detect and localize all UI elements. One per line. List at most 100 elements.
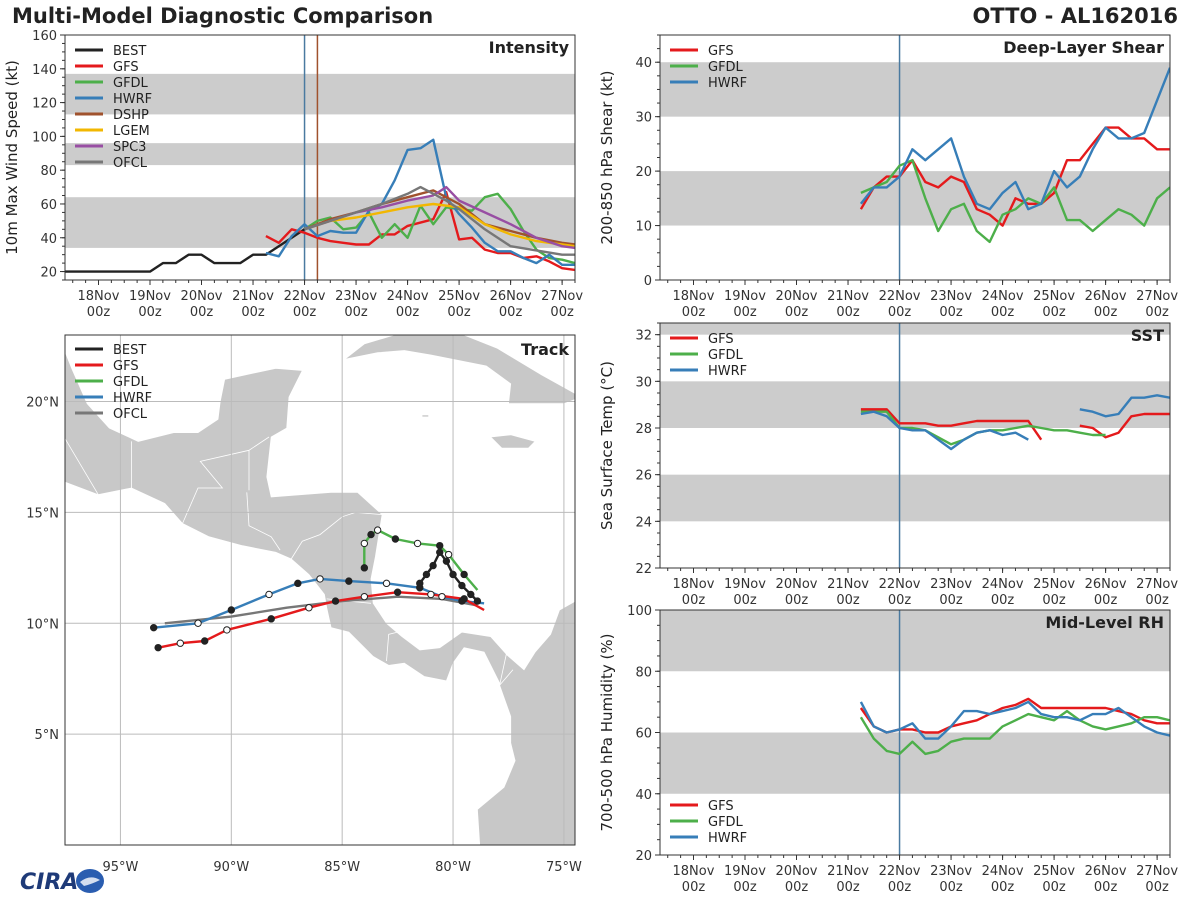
series-gfs-line xyxy=(859,126,1170,227)
y-tick-label: 120 xyxy=(32,97,57,112)
x-tick-day: 20Nov xyxy=(776,289,818,304)
country-border xyxy=(290,511,383,560)
track-gfdl-point xyxy=(373,526,382,534)
y-tick-label: 32 xyxy=(635,329,652,344)
track-best-point xyxy=(467,590,475,599)
x-tick-day: 22Nov xyxy=(879,577,921,592)
track-hwrf-point xyxy=(149,623,158,632)
track-gfs-point xyxy=(200,637,209,645)
x-tick-hour: 00z xyxy=(991,880,1015,895)
x-tick-day: 19Nov xyxy=(724,289,766,304)
legend-label-hwrf: HWRF xyxy=(708,831,747,846)
x-tick-hour: 00z xyxy=(991,305,1015,320)
chart-intensity: 2040608010012014016018Nov00z19Nov00z20No… xyxy=(3,29,583,320)
x-tick-day: 18Nov xyxy=(673,289,715,304)
page-title: Multi-Model Diagnostic Comparison xyxy=(12,4,434,28)
series-gfdl-line xyxy=(859,709,1170,756)
x-tick-hour: 00z xyxy=(939,880,963,895)
legend-label-dshp: DSHP xyxy=(113,108,149,123)
legend-label-gfdl: GFDL xyxy=(708,348,744,363)
legend-label-gfdl: GFDL xyxy=(708,60,744,75)
track-gfdl-point xyxy=(460,570,468,579)
x-tick-hour: 00z xyxy=(733,305,757,320)
x-tick-day: 27Nov xyxy=(1136,289,1178,304)
x-tick-hour: 00z xyxy=(836,880,860,895)
shaded-band xyxy=(660,732,1170,794)
longitude-label: 85°W xyxy=(324,860,360,875)
legend-label-gfs: GFS xyxy=(113,359,139,374)
x-tick-hour: 00z xyxy=(785,305,809,320)
x-tick-hour: 00z xyxy=(836,305,860,320)
latitude-label: 5°N xyxy=(35,728,60,743)
track-gfs-point xyxy=(176,639,185,647)
x-tick-day: 18Nov xyxy=(673,864,715,879)
track-gfdl-point xyxy=(360,539,369,548)
series-best-line xyxy=(65,228,306,273)
track-gfs-point xyxy=(305,604,313,612)
x-tick-day: 22Nov xyxy=(284,289,326,304)
x-tick-hour: 00z xyxy=(939,593,963,608)
x-tick-day: 19Nov xyxy=(724,864,766,879)
track-hwrf-point xyxy=(416,584,424,592)
x-tick-day: 25Nov xyxy=(438,289,480,304)
legend-label-gfdl: GFDL xyxy=(113,375,149,390)
track-ofcl-line xyxy=(164,595,478,625)
x-tick-hour: 00z xyxy=(190,305,214,320)
country-border xyxy=(499,669,514,686)
track-best-point xyxy=(422,570,431,579)
x-tick-day: 23Nov xyxy=(930,289,972,304)
storm-title: OTTO - AL162016 xyxy=(972,4,1178,28)
track-hwrf-point xyxy=(227,606,236,614)
track-best-point xyxy=(442,557,451,565)
x-tick-hour: 00z xyxy=(733,593,757,608)
shaded-band xyxy=(65,143,575,166)
y-tick-label: 24 xyxy=(635,515,652,530)
y-axis-label: 700-500 hPa Humidity (%) xyxy=(598,633,616,831)
legend-label-gfdl: GFDL xyxy=(708,815,744,830)
x-tick-day: 21Nov xyxy=(827,864,869,879)
country-border xyxy=(617,583,730,707)
x-tick-day: 20Nov xyxy=(776,864,818,879)
y-tick-label: 20 xyxy=(40,266,57,281)
x-tick-hour: 00z xyxy=(447,305,471,320)
panel-title: Mid-Level RH xyxy=(1045,613,1164,632)
panel-title: Deep-Layer Shear xyxy=(1003,38,1164,57)
x-tick-hour: 00z xyxy=(682,880,706,895)
x-tick-hour: 00z xyxy=(785,593,809,608)
longitude-label: 95°W xyxy=(102,860,138,875)
y-axis-label: 200-850 hPa Shear (kt) xyxy=(598,71,616,245)
x-tick-hour: 00z xyxy=(888,880,912,895)
x-tick-hour: 00z xyxy=(1042,305,1066,320)
y-tick-label: 100 xyxy=(32,130,57,145)
track-best-point xyxy=(429,561,437,570)
chart-rh: 2040608010018Nov00z19Nov00z20Nov00z21Nov… xyxy=(598,604,1178,895)
x-tick-hour: 00z xyxy=(138,305,162,320)
track-gfs-point xyxy=(154,643,162,652)
legend-label-best: BEST xyxy=(113,44,146,59)
legend-label-lgem: LGEM xyxy=(113,124,150,139)
shaded-band xyxy=(660,610,1170,672)
track-gfs-line xyxy=(157,591,485,649)
country-border xyxy=(326,598,372,604)
south-america-land xyxy=(476,600,575,845)
x-tick-hour: 00z xyxy=(785,880,809,895)
x-tick-day: 22Nov xyxy=(879,864,921,879)
x-tick-day: 20Nov xyxy=(181,289,223,304)
series-dshp-line xyxy=(304,189,575,246)
series-gfdl-line xyxy=(860,410,1106,446)
shaded-band xyxy=(660,323,1170,335)
track-best-point xyxy=(436,548,444,557)
x-tick-hour: 00z xyxy=(888,593,912,608)
y-axis-label: 10m Max Wind Speed (kt) xyxy=(3,60,21,255)
x-tick-day: 25Nov xyxy=(1033,289,1075,304)
plot-frame xyxy=(659,322,1171,569)
track-gfs-point xyxy=(360,592,369,601)
y-tick-label: 60 xyxy=(40,198,57,213)
shaded-band xyxy=(660,62,1170,117)
x-tick-day: 24Nov xyxy=(982,577,1024,592)
track-hwrf-point xyxy=(265,590,273,599)
plot-frame xyxy=(64,34,576,281)
x-tick-hour: 00z xyxy=(1094,593,1118,608)
track-gfdl-point xyxy=(413,539,422,548)
